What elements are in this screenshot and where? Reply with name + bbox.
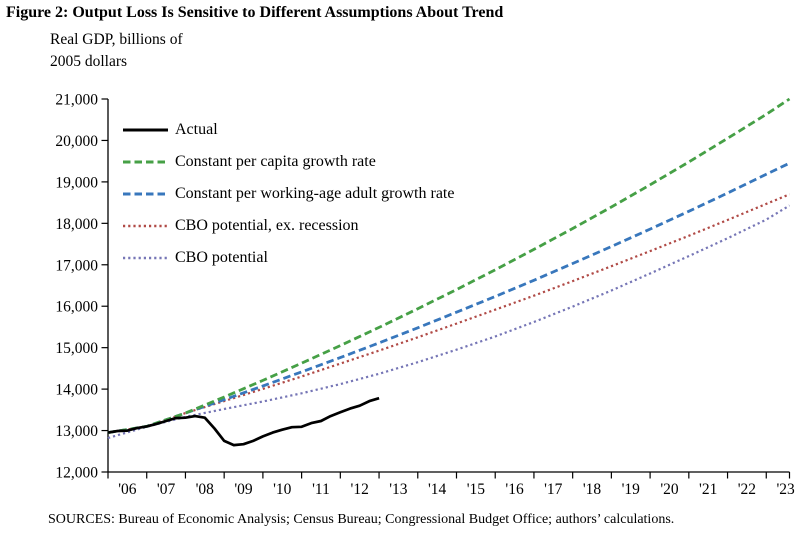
source-note: SOURCES: Bureau of Economic Analysis; Ce… — [48, 512, 675, 527]
x-axis-tick-label: '12 — [351, 481, 369, 498]
y-axis-tick-label: 16,000 — [55, 299, 98, 316]
actual-line-swatch — [123, 128, 168, 132]
y-axis-tick-label: 19,000 — [55, 174, 98, 191]
x-axis-tick-label: '23 — [776, 481, 795, 498]
x-axis-tick-label: '07 — [157, 481, 176, 498]
x-axis-tick-label: '14 — [428, 481, 447, 498]
legend-label-actual: Actual — [175, 121, 218, 138]
x-axis-tick-label: '13 — [389, 481, 408, 498]
y-axis-tick-label: 12,000 — [55, 465, 98, 482]
series-line-constant-per-capita-growth-rate — [107, 97, 791, 434]
y-axis-tick-label: 21,000 — [55, 92, 98, 109]
working-age-line-swatch — [123, 192, 168, 196]
y-axis-tick-label: 14,000 — [55, 382, 98, 399]
x-axis-tick-label: '22 — [738, 481, 756, 498]
legend-label-per-capita: Constant per capita growth rate — [175, 153, 376, 170]
series-line-constant-per-working-age-adult-growth-rate — [107, 161, 791, 434]
x-axis-tick-label: '08 — [196, 481, 215, 498]
x-axis-tick-label: '18 — [583, 481, 602, 498]
x-axis-tick-label: '15 — [467, 481, 486, 498]
legend-label-cbo-potential: CBO potential — [175, 249, 268, 266]
legend-label-cbo-ex-recession: CBO potential, ex. recession — [175, 217, 359, 234]
y-axis-tick-label: 15,000 — [55, 340, 98, 357]
y-axis-tick-label: 13,000 — [55, 423, 98, 440]
figure-title: Figure 2: Output Loss Is Sensitive to Di… — [6, 4, 504, 21]
chart-legend: Actual Constant per capita growth rate C… — [122, 114, 454, 274]
legend-entry-actual: Actual — [122, 114, 454, 146]
x-axis-tick-label: '06 — [118, 481, 137, 498]
x-axis-tick-label: '16 — [505, 481, 524, 498]
legend-entry-per-capita: Constant per capita growth rate — [122, 146, 454, 178]
y-axis-caption-line1: Real GDP, billions of — [50, 31, 183, 48]
y-axis-tick-label: 18,000 — [55, 216, 98, 233]
series-line-cbo-potential — [107, 204, 791, 440]
x-axis-tick-label: '11 — [312, 481, 330, 498]
y-axis-caption-line2: 2005 dollars — [50, 52, 128, 70]
x-axis-tick-label: '21 — [699, 481, 717, 498]
per-capita-line-swatch — [123, 160, 168, 164]
legend-entry-working-age: Constant per working-age adult growth ra… — [122, 178, 454, 210]
x-axis-tick-label: '17 — [544, 481, 563, 498]
x-axis-tick-label: '19 — [622, 481, 641, 498]
legend-entry-cbo-potential: CBO potential — [122, 242, 454, 274]
y-axis-tick-label: 17,000 — [55, 257, 98, 274]
x-axis-tick-label: '09 — [234, 481, 253, 498]
y-axis-caption: Real GDP, billions of 2005 dollars — [50, 29, 183, 72]
legend-label-working-age: Constant per working-age adult growth ra… — [175, 185, 455, 202]
y-axis-tick-label: 20,000 — [55, 133, 98, 150]
legend-entry-cbo-ex-recession: CBO potential, ex. recession — [122, 210, 454, 242]
x-axis-tick-label: '10 — [273, 481, 292, 498]
cbo-potential-line-swatch — [123, 256, 168, 260]
series-line-actual — [107, 396, 380, 447]
cbo-ex-recession-line-swatch — [123, 224, 168, 228]
x-axis-tick-label: '20 — [660, 481, 679, 498]
